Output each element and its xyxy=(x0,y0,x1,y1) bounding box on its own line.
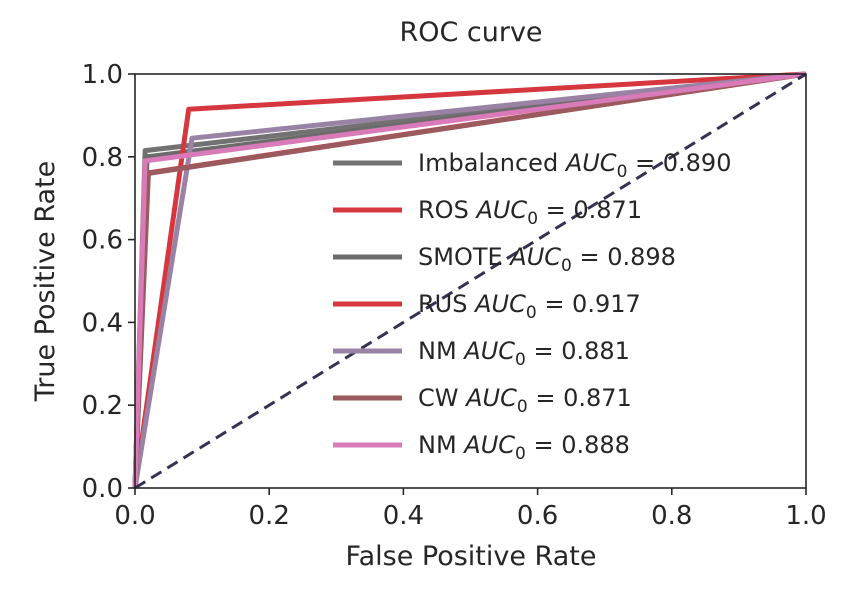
plot-frame xyxy=(134,73,807,489)
y-axis-label: True Positive Rate xyxy=(30,161,61,403)
y-tick-label: 0.6 xyxy=(82,226,123,256)
chance-diagonal-line xyxy=(134,72,807,490)
x-tick-label: 1.0 xyxy=(785,501,826,531)
y-tick-label: 0.4 xyxy=(82,308,123,338)
roc-line-4 xyxy=(132,71,807,489)
roc-line-6 xyxy=(132,71,807,489)
x-tick-label: 0.4 xyxy=(383,501,424,531)
roc-line-3 xyxy=(132,71,807,489)
x-axis: 0.0 0.2 0.4 0.6 0.8 1.0 xyxy=(114,488,827,531)
y-tick-label: 0.0 xyxy=(82,474,123,504)
legend-label-1: ROS AUC0 = 0.871 xyxy=(418,196,642,229)
plot-area xyxy=(132,71,807,490)
legend-label-3: RUS AUC0 = 0.917 xyxy=(418,290,641,323)
legend-label-4: NM AUC0 = 0.881 xyxy=(418,337,630,370)
x-axis-label: False Positive Rate xyxy=(346,541,597,572)
legend-label-2: SMOTE AUC0 = 0.898 xyxy=(418,243,676,276)
y-axis: 0.0 0.2 0.4 0.6 0.8 1.0 xyxy=(82,60,135,504)
x-tick-label: 0.6 xyxy=(517,501,558,531)
x-tick-label: 0.0 xyxy=(114,501,155,531)
x-tick-label: 0.2 xyxy=(249,501,290,531)
chart-title: ROC curve xyxy=(399,17,542,48)
legend: Imbalanced AUC0 = 0.890 ROS AUC0 = 0.871 S… xyxy=(333,149,731,464)
y-tick-label: 0.8 xyxy=(82,143,123,173)
x-tick-label: 0.8 xyxy=(651,501,692,531)
legend-label-0: Imbalanced AUC0 = 0.890 xyxy=(418,149,731,182)
legend-label-6: NM AUC0 = 0.888 xyxy=(418,431,630,464)
y-tick-label: 1.0 xyxy=(82,60,123,90)
legend-label-5: CW AUC0 = 0.871 xyxy=(418,384,632,417)
y-tick-label: 0.2 xyxy=(82,391,123,421)
